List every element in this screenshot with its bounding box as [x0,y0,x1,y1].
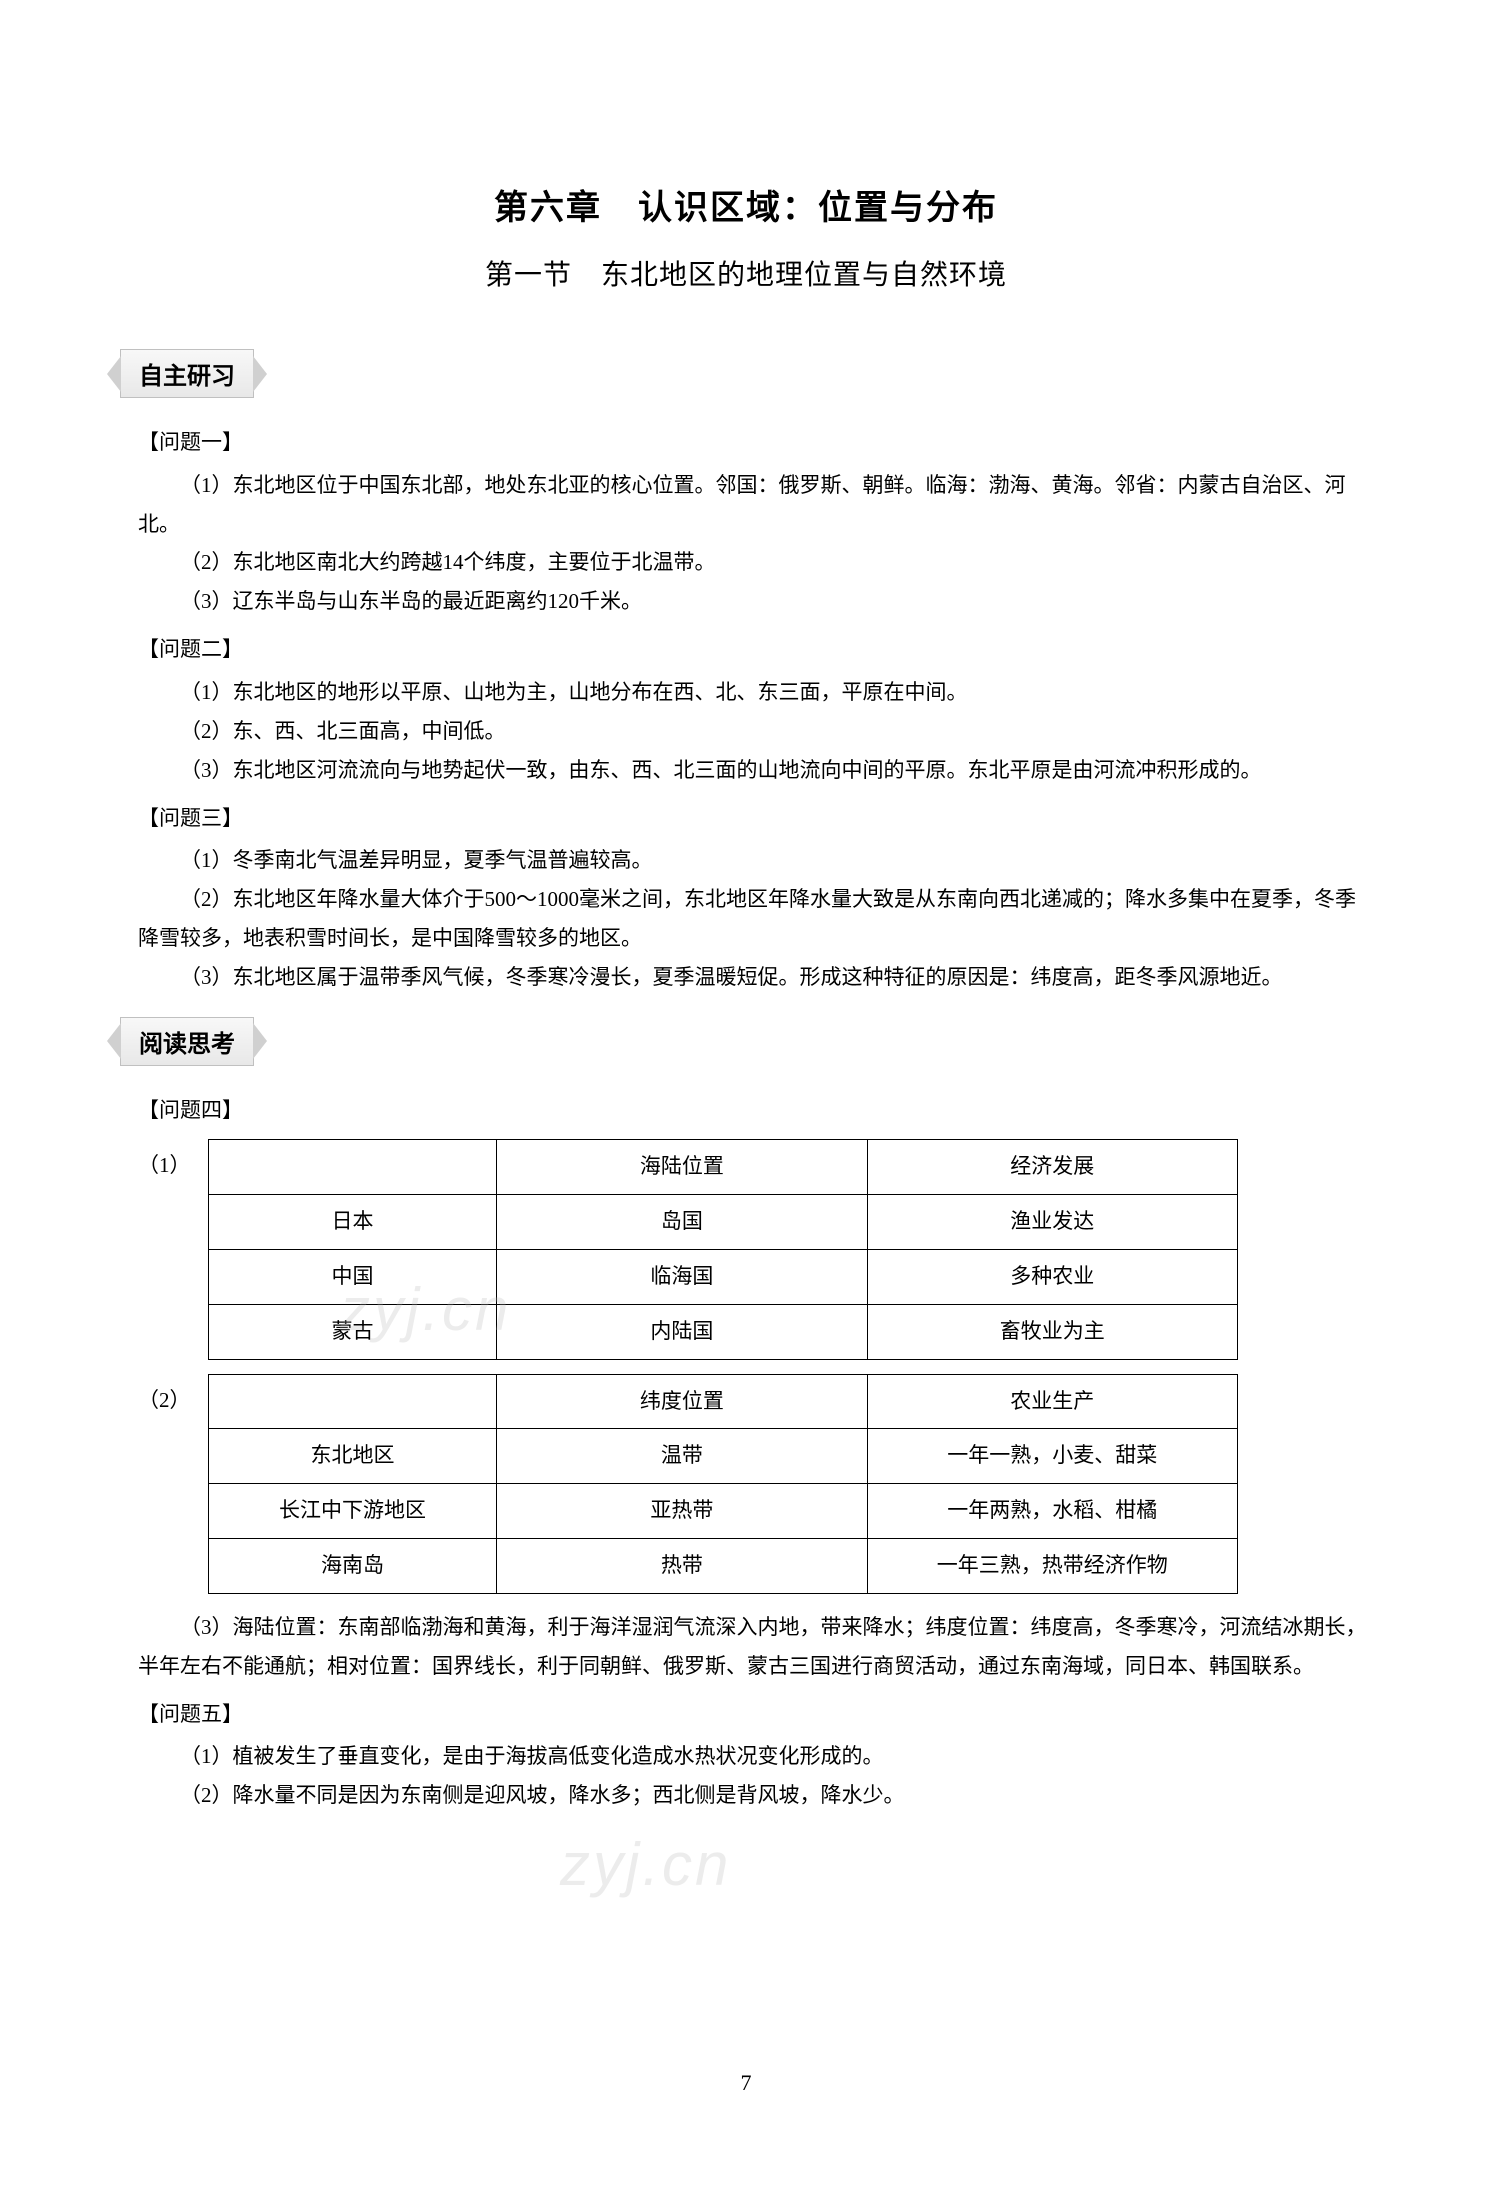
q1-item: （1）东北地区位于中国东北部，地处东北亚的核心位置。邻国：俄罗斯、朝鲜。临海：渤… [138,466,1372,544]
table-cell: 日本 [209,1195,497,1250]
header-badge-reading: 阅读思考 [120,1017,254,1066]
table-row: 纬度位置 农业生产 [209,1374,1238,1429]
table-cell: 东北地区 [209,1429,497,1484]
table-cell: 蒙古 [209,1304,497,1359]
q3-item: （2）东北地区年降水量大体介于500～1000毫米之间，东北地区年降水量大致是从… [138,880,1372,958]
table-cell: 多种农业 [867,1250,1237,1305]
table1-wrapper: （1） 海陆位置 经济发展 日本 岛国 渔业发达 中国 临海国 多种农业 蒙古 … [138,1139,1372,1359]
table-row: 海陆位置 经济发展 [209,1140,1238,1195]
section-header-1: 自主研习 [120,349,254,398]
table-cell: 海南岛 [209,1539,497,1594]
section-title: 第一节 东北地区的地理位置与自然环境 [120,253,1372,293]
table-cell: 一年一熟，小麦、甜菜 [867,1429,1237,1484]
table-row: 长江中下游地区 亚热带 一年两熟，水稻、柑橘 [209,1484,1238,1539]
content-block-1: 【问题一】 （1）东北地区位于中国东北部，地处东北亚的核心位置。邻国：俄罗斯、朝… [120,424,1372,997]
table-row: 蒙古 内陆国 畜牧业为主 [209,1304,1238,1359]
question-5-label: 【问题五】 [138,1696,1372,1734]
q5-item: （2）降水量不同是因为东南侧是迎风坡，降水多；西北侧是背风坡，降水少。 [138,1776,1372,1815]
chapter-title: 第六章 认识区域：位置与分布 [120,180,1372,229]
table2-label: （2） [138,1374,198,1420]
table-cell: 热带 [497,1539,867,1594]
table-row: 东北地区 温带 一年一熟，小麦、甜菜 [209,1429,1238,1484]
question-4-label: 【问题四】 [138,1092,1372,1130]
q4-item3: （3）海陆位置：东南部临渤海和黄海，利于海洋湿润气流深入内地，带来降水；纬度位置… [138,1608,1372,1686]
table-cell: 岛国 [497,1195,867,1250]
question-3-label: 【问题三】 [138,800,1372,838]
table-header-cell: 海陆位置 [497,1140,867,1195]
q1-item: （2）东北地区南北大约跨越14个纬度，主要位于北温带。 [138,543,1372,582]
table2-wrapper: （2） 纬度位置 农业生产 东北地区 温带 一年一熟，小麦、甜菜 长江中下游地区… [138,1374,1372,1594]
section-header-2: 阅读思考 [120,1017,254,1066]
table-latitude: 纬度位置 农业生产 东北地区 温带 一年一熟，小麦、甜菜 长江中下游地区 亚热带… [208,1374,1238,1594]
content-block-2: 【问题四】 （1） 海陆位置 经济发展 日本 岛国 渔业发达 中国 临海国 多种… [120,1092,1372,1815]
question-1-label: 【问题一】 [138,424,1372,462]
q2-item: （3）东北地区河流流向与地势起伏一致，由东、西、北三面的山地流向中间的平原。东北… [138,751,1372,790]
table-header-cell [209,1374,497,1429]
q3-item: （3）东北地区属于温带季风气候，冬季寒冷漫长，夏季温暖短促。形成这种特征的原因是… [138,958,1372,997]
table-sea-land: 海陆位置 经济发展 日本 岛国 渔业发达 中国 临海国 多种农业 蒙古 内陆国 … [208,1139,1238,1359]
q2-item: （2）东、西、北三面高，中间低。 [138,712,1372,751]
table-cell: 渔业发达 [867,1195,1237,1250]
table-cell: 临海国 [497,1250,867,1305]
q2-item: （1）东北地区的地形以平原、山地为主，山地分布在西、北、东三面，平原在中间。 [138,673,1372,712]
table-cell: 温带 [497,1429,867,1484]
table-row: 日本 岛国 渔业发达 [209,1195,1238,1250]
header-badge-study: 自主研习 [120,349,254,398]
table-header-cell: 农业生产 [867,1374,1237,1429]
table1-label: （1） [138,1139,198,1185]
page-number: 7 [741,2070,752,2096]
question-2-label: 【问题二】 [138,631,1372,669]
table-header-cell: 纬度位置 [497,1374,867,1429]
table-header-cell: 经济发展 [867,1140,1237,1195]
table-cell: 中国 [209,1250,497,1305]
table-cell: 亚热带 [497,1484,867,1539]
table-cell: 内陆国 [497,1304,867,1359]
table-row: 海南岛 热带 一年三熟，热带经济作物 [209,1539,1238,1594]
table-cell: 长江中下游地区 [209,1484,497,1539]
watermark: zyj.cn [560,1830,731,1899]
q5-item: （1）植被发生了垂直变化，是由于海拔高低变化造成水热状况变化形成的。 [138,1737,1372,1776]
table-header-cell [209,1140,497,1195]
table-row: 中国 临海国 多种农业 [209,1250,1238,1305]
q1-item: （3）辽东半岛与山东半岛的最近距离约120千米。 [138,582,1372,621]
q3-item: （1）冬季南北气温差异明显，夏季气温普遍较高。 [138,841,1372,880]
table-cell: 一年两熟，水稻、柑橘 [867,1484,1237,1539]
table-cell: 畜牧业为主 [867,1304,1237,1359]
table-cell: 一年三熟，热带经济作物 [867,1539,1237,1594]
